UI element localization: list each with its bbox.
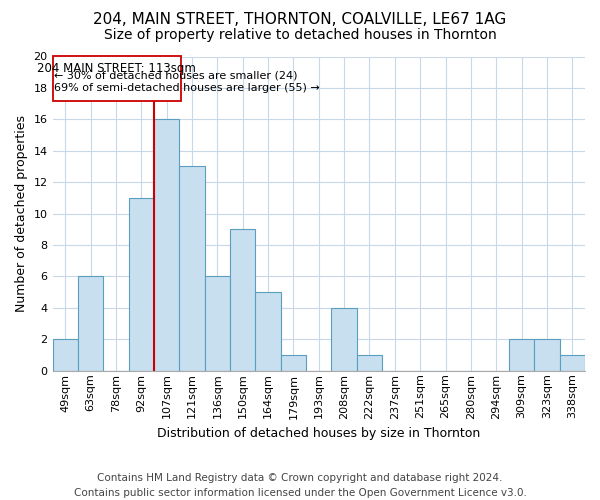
Bar [53, 340, 78, 371]
Text: 69% of semi-detached houses are larger (55) →: 69% of semi-detached houses are larger (… [54, 83, 320, 93]
Bar [128, 198, 154, 371]
Text: ← 30% of detached houses are smaller (24): ← 30% of detached houses are smaller (24… [54, 70, 298, 81]
Text: 204, MAIN STREET, THORNTON, COALVILLE, LE67 1AG: 204, MAIN STREET, THORNTON, COALVILLE, L… [94, 12, 506, 28]
Bar [357, 355, 382, 371]
Bar [256, 292, 281, 371]
Text: Contains HM Land Registry data © Crown copyright and database right 2024.
Contai: Contains HM Land Registry data © Crown c… [74, 472, 526, 498]
Y-axis label: Number of detached properties: Number of detached properties [15, 115, 28, 312]
Text: Size of property relative to detached houses in Thornton: Size of property relative to detached ho… [104, 28, 496, 42]
Bar [509, 340, 534, 371]
Bar [281, 355, 306, 371]
Bar [205, 276, 230, 371]
Bar [154, 120, 179, 371]
X-axis label: Distribution of detached houses by size in Thornton: Distribution of detached houses by size … [157, 427, 481, 440]
Bar [179, 166, 205, 371]
Bar [230, 230, 256, 371]
Bar [53, 56, 181, 102]
Bar [331, 308, 357, 371]
Text: 204 MAIN STREET: 113sqm: 204 MAIN STREET: 113sqm [37, 62, 196, 75]
Bar [78, 276, 103, 371]
Bar [534, 340, 560, 371]
Bar [560, 355, 585, 371]
